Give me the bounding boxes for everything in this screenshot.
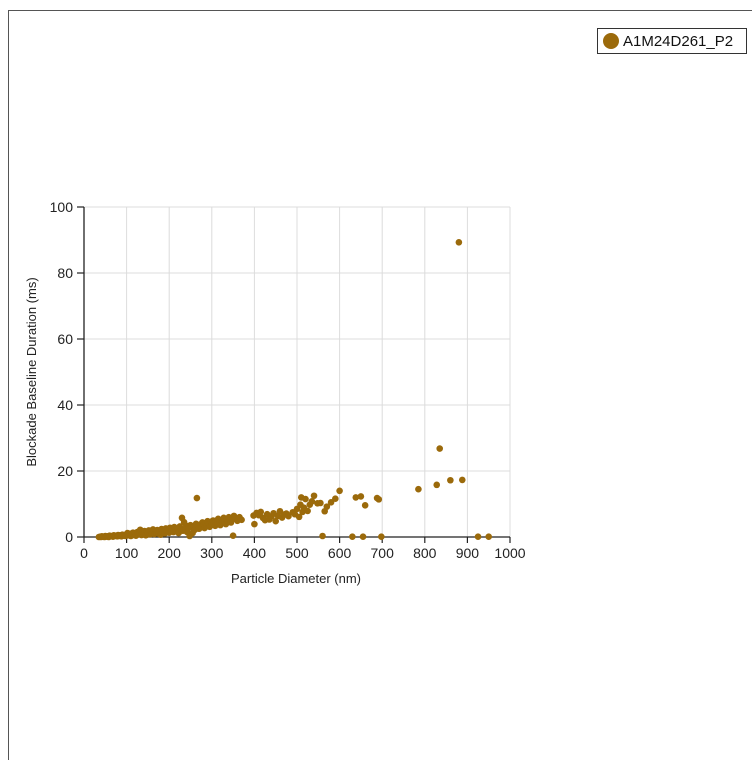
y-tick-label: 40 (57, 397, 73, 413)
x-tick-label: 600 (328, 545, 352, 561)
data-points (95, 239, 493, 541)
x-tick-label: 500 (285, 545, 309, 561)
data-point (308, 498, 316, 505)
x-tick-label: 800 (413, 545, 437, 561)
data-point (323, 503, 331, 510)
x-tick-label: 0 (80, 545, 88, 561)
data-point (332, 495, 339, 503)
x-tick-label: 200 (158, 545, 182, 561)
x-tick-label: 400 (243, 545, 267, 561)
y-tick-label: 0 (65, 529, 73, 545)
data-point (378, 533, 385, 540)
data-point (319, 532, 326, 540)
data-point (447, 476, 454, 484)
y-axis-label: Blockade Baseline Duration (ms) (24, 277, 39, 466)
data-point (336, 487, 343, 495)
data-point (285, 512, 292, 520)
legend-label: A1M24D261_P2 (623, 32, 734, 50)
data-point (304, 507, 311, 515)
legend: A1M24D261_P2 (597, 28, 747, 54)
y-tick-label: 80 (57, 265, 73, 281)
data-point (352, 494, 360, 501)
data-point (361, 502, 369, 509)
data-point (295, 513, 303, 521)
x-tick-label: 100 (115, 545, 139, 561)
y-tick-label: 100 (50, 199, 74, 215)
y-tick-labels: 0 20 40 60 80 100 (50, 199, 74, 545)
x-tick-label: 1000 (494, 545, 525, 561)
data-point (238, 516, 245, 524)
data-point (251, 520, 258, 528)
grid (84, 206, 511, 537)
data-point (229, 532, 237, 539)
data-point (436, 445, 444, 452)
data-point (415, 485, 422, 493)
data-point (455, 239, 463, 246)
y-tick-label: 20 (57, 463, 73, 479)
data-point (272, 517, 280, 525)
data-point (458, 476, 466, 484)
data-point (359, 533, 367, 540)
data-point (375, 496, 383, 503)
x-tick-labels: 0 100 200 300 400 500 600 700 800 900 1000 (80, 545, 526, 561)
data-point (485, 533, 493, 540)
data-point (302, 495, 309, 503)
data-point (357, 493, 365, 500)
data-point (474, 533, 482, 540)
x-tick-label: 300 (200, 545, 224, 561)
x-tick-label: 700 (371, 545, 395, 561)
x-tick-label: 900 (456, 545, 480, 561)
data-point (310, 492, 318, 500)
chart-frame (8, 10, 752, 760)
data-point (433, 481, 441, 489)
data-point (349, 533, 356, 540)
y-tick-label: 60 (57, 331, 73, 347)
axes (77, 206, 511, 543)
data-point (257, 508, 265, 516)
legend-swatch-circle-icon (603, 33, 619, 49)
data-point (193, 494, 201, 502)
x-axis-label: Particle Diameter (nm) (231, 571, 361, 586)
data-point (317, 499, 324, 507)
